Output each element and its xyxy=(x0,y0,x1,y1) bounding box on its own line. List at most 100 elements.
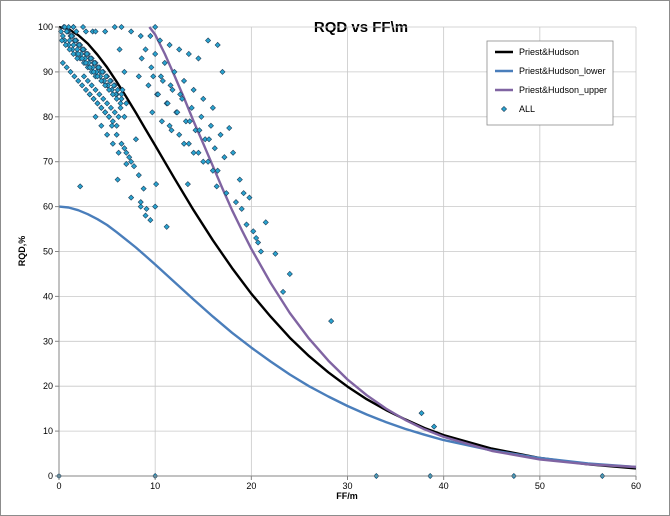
scatter-point xyxy=(123,149,130,156)
scatter-point xyxy=(185,50,192,57)
scatter-point xyxy=(71,73,78,80)
scatter-point xyxy=(106,77,113,84)
scatter-point xyxy=(86,91,93,98)
scatter-point xyxy=(166,122,173,129)
scatter-point xyxy=(205,37,212,44)
scatter-point xyxy=(180,140,188,147)
scatter-point xyxy=(205,158,212,165)
series-line-priest-hudson-upper xyxy=(148,26,637,469)
scatter-point xyxy=(190,149,197,156)
scatter-point xyxy=(94,100,101,107)
y-tick-label: 20 xyxy=(43,381,53,391)
scatter-point xyxy=(142,46,149,53)
scatter-point xyxy=(109,118,116,125)
scatter-point xyxy=(167,82,174,89)
scatter-point xyxy=(238,205,245,212)
scatter-point xyxy=(113,95,120,102)
series-line-priest-hudson-lower xyxy=(58,205,637,469)
scatter-point xyxy=(149,109,156,116)
scatter-point xyxy=(80,46,87,53)
scatter-point xyxy=(180,77,188,84)
y-tick-label: 100 xyxy=(38,22,53,32)
scatter-point xyxy=(150,73,157,80)
scatter-point xyxy=(214,167,221,174)
scatter-point xyxy=(232,199,239,206)
scatter-point xyxy=(219,68,226,75)
scatter-point xyxy=(152,50,159,57)
scatter-point xyxy=(226,125,233,132)
x-axis-title: FF/m xyxy=(336,491,358,501)
scatter-point xyxy=(96,91,103,98)
scatter-point xyxy=(118,91,125,98)
scatter-point xyxy=(99,68,106,75)
scatter-point xyxy=(104,100,111,107)
scatter-point xyxy=(161,59,168,66)
scatter-point xyxy=(137,32,144,40)
scatter-point xyxy=(102,109,109,116)
scatter-point xyxy=(148,64,155,71)
x-tick-label: 20 xyxy=(246,481,256,491)
scatter-point xyxy=(214,41,221,48)
scatter-point xyxy=(209,167,216,174)
scatter-point xyxy=(195,55,202,62)
scatter-point xyxy=(102,82,109,89)
scatter-point xyxy=(143,205,150,212)
scatter-point xyxy=(186,118,193,125)
scatter-point xyxy=(84,77,91,84)
scatter-point xyxy=(70,41,77,48)
scatter-point xyxy=(200,95,207,102)
scatter-point xyxy=(91,59,98,66)
scatter-point xyxy=(262,219,269,226)
x-tick-label: 50 xyxy=(535,481,545,491)
y-axis-title: RQD,% xyxy=(17,236,27,267)
scatter-point xyxy=(253,235,260,242)
scatter-point xyxy=(83,50,90,57)
scatter-point xyxy=(115,113,122,120)
scatter-point xyxy=(103,73,110,80)
scatter-point xyxy=(119,86,126,93)
scatter-point xyxy=(123,100,130,107)
scatter-point xyxy=(90,68,97,75)
scatter-point xyxy=(110,82,117,89)
scatter-point xyxy=(255,239,262,246)
scatter-point xyxy=(185,140,192,147)
scatter-point xyxy=(118,140,125,147)
scatter-point xyxy=(80,23,87,31)
scatter-point xyxy=(328,318,335,325)
scatter-point xyxy=(200,158,207,165)
scatter-point xyxy=(98,104,105,111)
scatter-point xyxy=(152,23,159,31)
scatter-point xyxy=(418,410,425,417)
scatter-point xyxy=(66,46,73,53)
scatter-point xyxy=(236,176,243,183)
scatter-point xyxy=(207,122,214,129)
y-tick-label: 0 xyxy=(48,471,53,481)
scatter-point xyxy=(74,55,81,62)
scatter-point xyxy=(90,95,97,102)
scatter-point xyxy=(250,228,257,235)
y-tick-label: 80 xyxy=(43,112,53,122)
scatter-point xyxy=(163,223,170,230)
scatter-point xyxy=(132,136,139,143)
scatter-point xyxy=(217,131,224,138)
scatter-point xyxy=(164,100,171,107)
legend: Priest&Hudson Priest&Hudson_lower Priest&H… xyxy=(486,40,614,126)
scatter-point xyxy=(168,127,175,134)
scatter-point xyxy=(142,212,149,219)
y-tick-label: 30 xyxy=(43,336,53,346)
scatter-point xyxy=(159,77,166,84)
scatter-point xyxy=(88,82,95,89)
scatter-point xyxy=(87,55,94,62)
axis-layer: 0 10 20 30 40 50 60 0 10 20 30 40 50 60 70 80 90 100 xyxy=(38,22,641,491)
scatter-point xyxy=(66,37,73,44)
scatter-point xyxy=(95,64,102,71)
scatter-point xyxy=(128,194,135,201)
scatter-point xyxy=(109,91,116,98)
x-tick-label: 30 xyxy=(342,481,352,491)
scatter-point xyxy=(147,32,154,40)
scatter-point xyxy=(75,50,82,57)
chart-title: RQD vs FF\m xyxy=(314,19,408,36)
scatter-point xyxy=(223,190,230,197)
y-tick-label: 50 xyxy=(43,247,53,257)
